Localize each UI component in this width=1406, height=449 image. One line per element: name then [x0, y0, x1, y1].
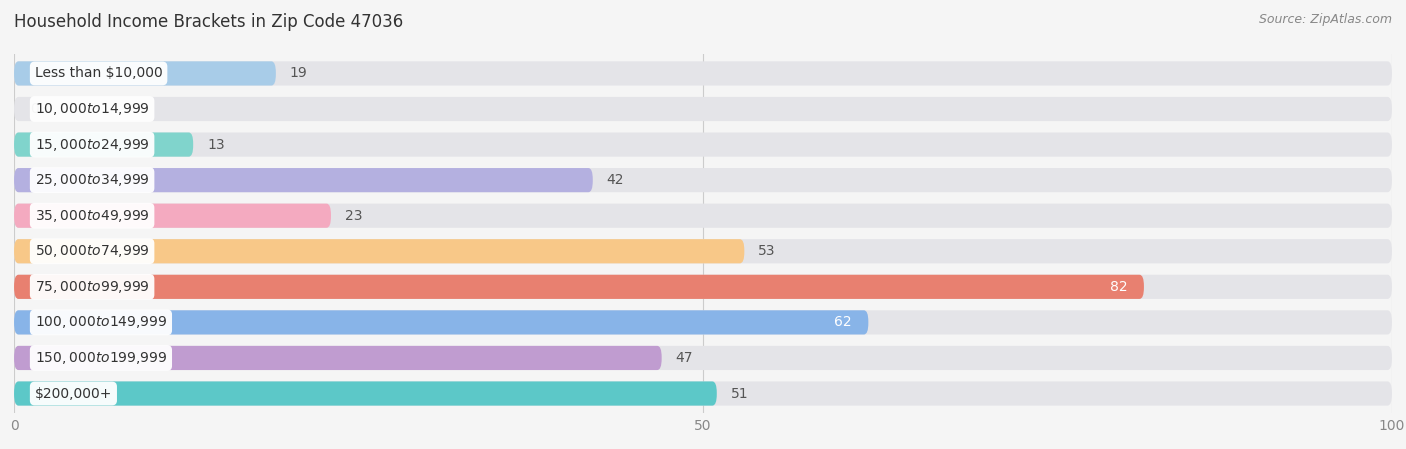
Text: $10,000 to $14,999: $10,000 to $14,999 — [35, 101, 149, 117]
Text: 13: 13 — [207, 137, 225, 152]
Text: 51: 51 — [731, 387, 748, 401]
Text: Source: ZipAtlas.com: Source: ZipAtlas.com — [1258, 13, 1392, 26]
Text: 47: 47 — [675, 351, 693, 365]
FancyBboxPatch shape — [14, 239, 744, 264]
FancyBboxPatch shape — [14, 132, 1392, 157]
FancyBboxPatch shape — [14, 97, 1392, 121]
FancyBboxPatch shape — [14, 310, 1392, 335]
Text: 53: 53 — [758, 244, 776, 258]
FancyBboxPatch shape — [14, 346, 662, 370]
Text: 82: 82 — [1109, 280, 1128, 294]
Text: $50,000 to $74,999: $50,000 to $74,999 — [35, 243, 149, 259]
FancyBboxPatch shape — [14, 382, 1392, 405]
FancyBboxPatch shape — [14, 346, 1392, 370]
FancyBboxPatch shape — [14, 275, 1392, 299]
FancyBboxPatch shape — [14, 62, 276, 85]
FancyBboxPatch shape — [14, 382, 717, 405]
FancyBboxPatch shape — [14, 275, 1144, 299]
Text: 19: 19 — [290, 66, 308, 80]
Text: Household Income Brackets in Zip Code 47036: Household Income Brackets in Zip Code 47… — [14, 13, 404, 31]
Text: $75,000 to $99,999: $75,000 to $99,999 — [35, 279, 149, 295]
Text: $35,000 to $49,999: $35,000 to $49,999 — [35, 208, 149, 224]
Text: $150,000 to $199,999: $150,000 to $199,999 — [35, 350, 167, 366]
Text: $15,000 to $24,999: $15,000 to $24,999 — [35, 136, 149, 153]
FancyBboxPatch shape — [14, 203, 330, 228]
FancyBboxPatch shape — [14, 132, 193, 157]
FancyBboxPatch shape — [14, 168, 1392, 192]
FancyBboxPatch shape — [14, 239, 1392, 264]
Text: 23: 23 — [344, 209, 363, 223]
Text: 42: 42 — [606, 173, 624, 187]
Text: 0: 0 — [31, 102, 39, 116]
FancyBboxPatch shape — [14, 310, 869, 335]
Text: Less than $10,000: Less than $10,000 — [35, 66, 163, 80]
FancyBboxPatch shape — [14, 168, 593, 192]
Text: 62: 62 — [834, 315, 852, 330]
Text: $200,000+: $200,000+ — [35, 387, 112, 401]
FancyBboxPatch shape — [14, 62, 1392, 85]
Text: $25,000 to $34,999: $25,000 to $34,999 — [35, 172, 149, 188]
Text: $100,000 to $149,999: $100,000 to $149,999 — [35, 314, 167, 330]
FancyBboxPatch shape — [14, 203, 1392, 228]
